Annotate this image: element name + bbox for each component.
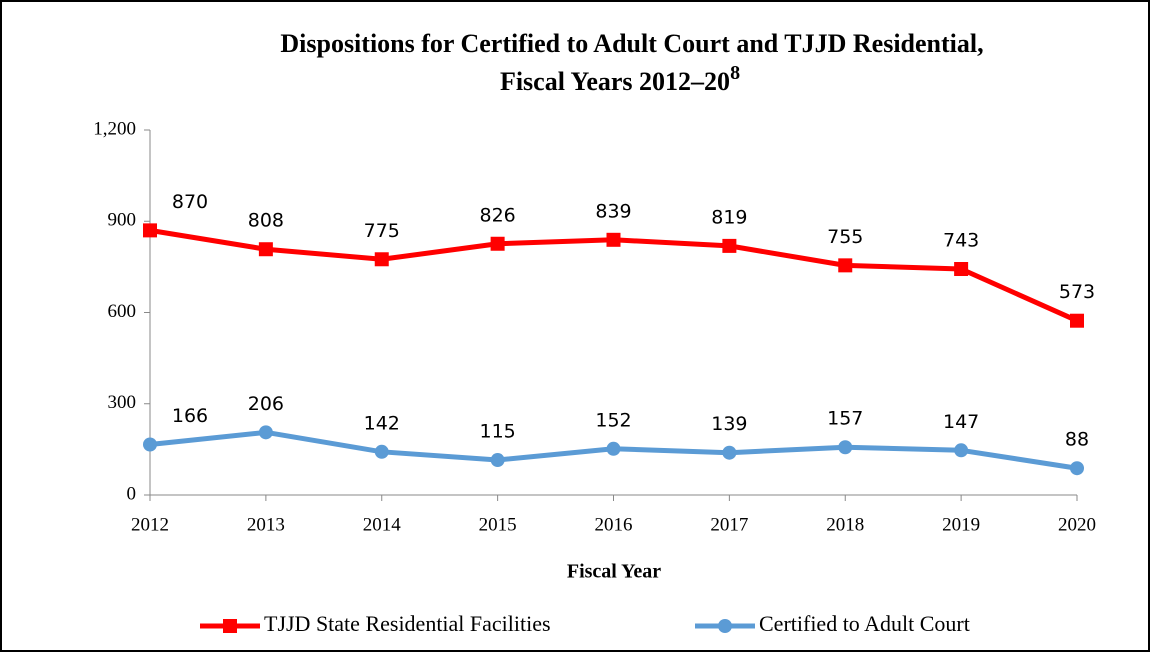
data-label: 743 — [943, 230, 979, 252]
point — [718, 619, 732, 633]
chart-title: Fiscal Years 2012–208 — [500, 62, 740, 96]
point — [722, 445, 737, 460]
x-tick-label: 2012 — [131, 514, 169, 535]
x-tick-label: 2015 — [479, 514, 517, 535]
data-label: 147 — [943, 411, 979, 433]
point — [143, 223, 157, 238]
x-tick-label: 2018 — [826, 514, 864, 535]
x-tick-label: 2019 — [942, 514, 980, 535]
point — [722, 238, 737, 253]
x-tick-label: 2014 — [363, 514, 402, 535]
point — [490, 453, 505, 468]
point — [838, 258, 853, 273]
data-label: 775 — [364, 220, 400, 242]
point — [838, 440, 853, 455]
y-tick-label: 600 — [108, 301, 137, 322]
data-label: 166 — [172, 405, 208, 427]
point — [143, 437, 157, 452]
legend-label: Certified to Adult Court — [759, 611, 970, 636]
legend-label: TJJD State Residential Facilities — [264, 611, 551, 636]
data-label: 826 — [479, 204, 515, 226]
data-label: 139 — [711, 413, 747, 435]
data-label: 573 — [1059, 281, 1095, 303]
data-label: 142 — [364, 412, 400, 434]
x-tick-label: 2013 — [247, 514, 285, 535]
data-label: 115 — [479, 421, 515, 443]
data-label: 870 — [172, 191, 208, 213]
point — [1070, 313, 1084, 328]
data-label: 819 — [711, 206, 747, 228]
title-footnote: 8 — [730, 62, 740, 84]
point — [954, 443, 969, 458]
chart-title: Dispositions for Certified to Adult Cour… — [280, 29, 983, 58]
point — [606, 441, 621, 456]
point — [258, 425, 273, 440]
point — [374, 444, 389, 459]
data-label: 206 — [248, 393, 284, 415]
point — [374, 252, 389, 267]
data-label: 755 — [827, 226, 863, 248]
x-axis-label: Fiscal Year — [567, 561, 661, 583]
data-label: 808 — [248, 210, 284, 232]
chart-title: Fiscal Years 2012–20 — [500, 67, 730, 96]
data-label: 157 — [827, 408, 863, 430]
y-tick-label: 1,200 — [93, 118, 136, 139]
point — [223, 619, 237, 633]
x-tick-label: 2016 — [595, 514, 633, 535]
data-label: 88 — [1065, 429, 1089, 451]
x-tick-label: 2020 — [1058, 514, 1096, 535]
data-label: 152 — [595, 409, 631, 431]
data-label: 839 — [595, 200, 631, 222]
y-tick-label: 0 — [127, 483, 137, 504]
point — [490, 236, 505, 251]
point — [258, 242, 273, 257]
y-tick-label: 300 — [108, 392, 137, 413]
y-tick-label: 900 — [108, 210, 137, 231]
x-tick-label: 2017 — [710, 514, 748, 535]
point — [954, 262, 969, 277]
point — [1070, 461, 1084, 476]
point — [606, 232, 621, 247]
